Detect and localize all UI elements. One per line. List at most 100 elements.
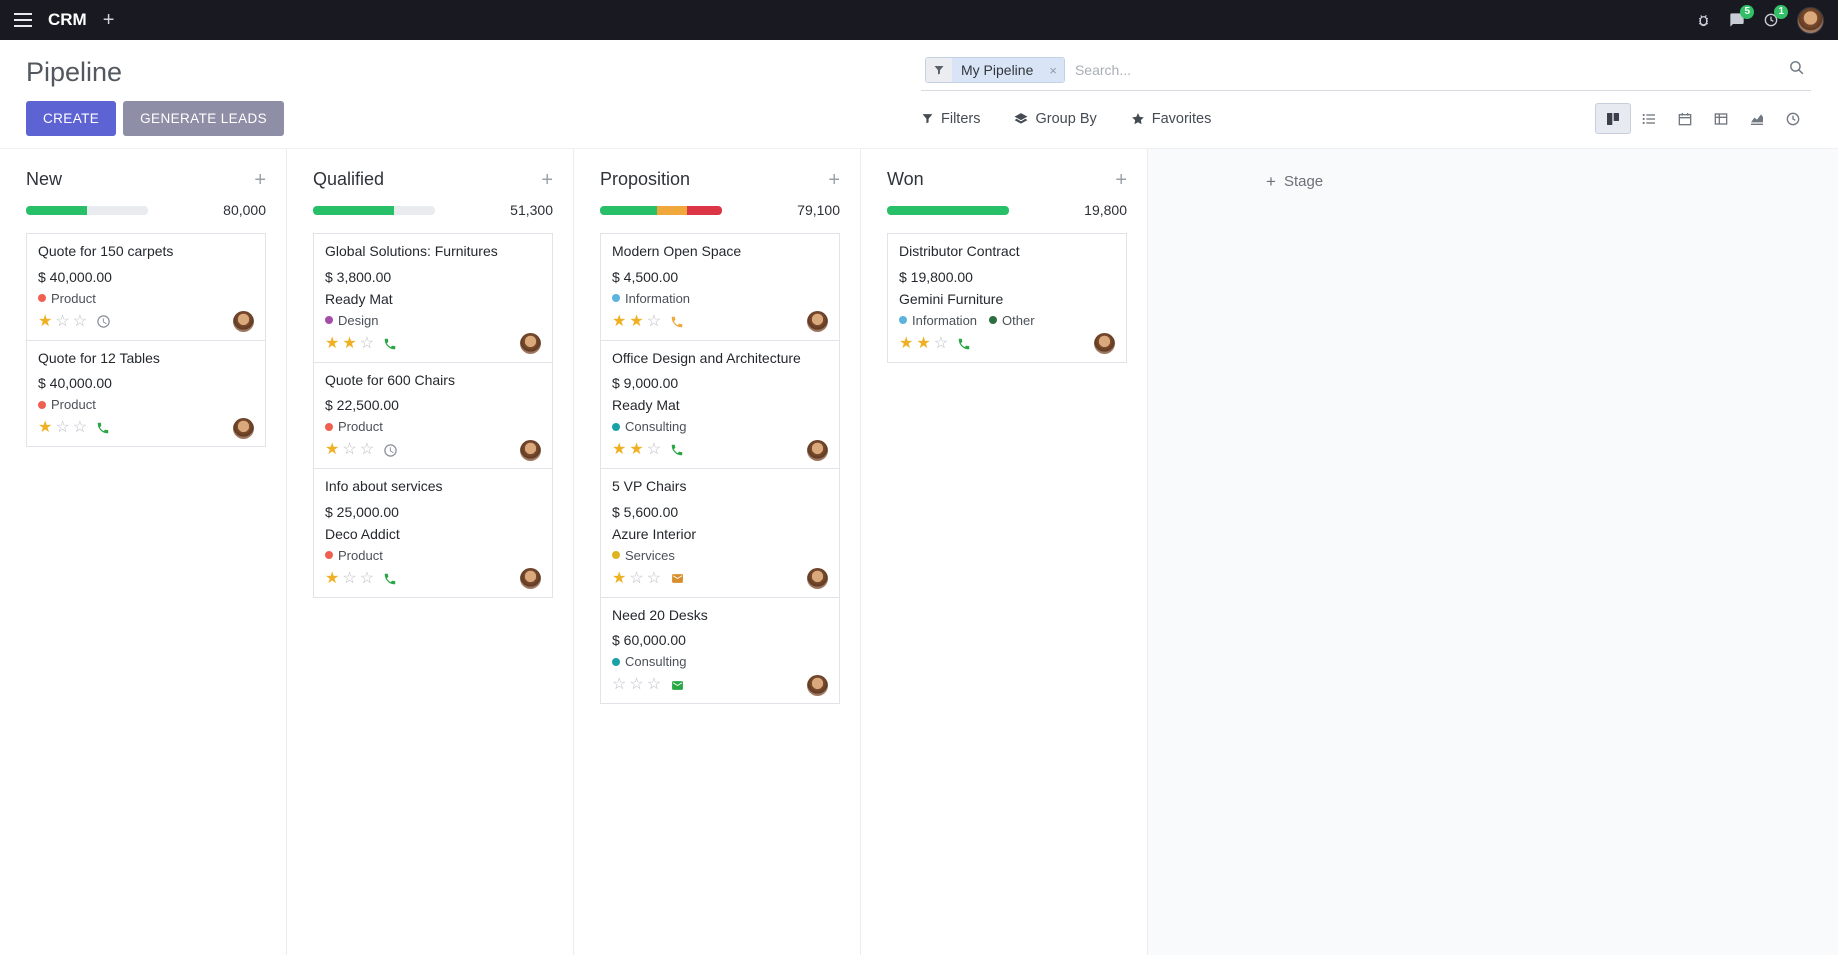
card-title[interactable]: Modern Open Space xyxy=(612,243,742,259)
priority-star-icon[interactable]: ★ xyxy=(325,334,340,352)
progress-segment[interactable] xyxy=(686,205,722,215)
salesperson-avatar[interactable] xyxy=(807,674,828,696)
list-view-button[interactable] xyxy=(1631,103,1667,134)
debug-bug-icon[interactable] xyxy=(1696,13,1711,28)
priority-star-icon[interactable]: ☆ xyxy=(55,312,70,330)
group-by-menu-button[interactable]: Group By xyxy=(1014,111,1097,127)
priority-star-icon[interactable]: ☆ xyxy=(342,441,357,458)
search-facet[interactable]: My Pipeline × xyxy=(925,57,1065,83)
kanban-card[interactable]: Info about services $ 25,000.00 Deco Add… xyxy=(313,468,553,598)
search-bar[interactable]: My Pipeline × xyxy=(921,54,1811,91)
generate-leads-button[interactable]: GENERATE LEADS xyxy=(123,101,285,136)
priority-star-icon[interactable]: ☆ xyxy=(646,569,662,587)
stage-name[interactable]: Proposition xyxy=(600,169,691,189)
priority-star-icon[interactable]: ☆ xyxy=(359,569,375,587)
add-stage-button[interactable]: + Stage xyxy=(1266,173,1323,190)
salesperson-avatar[interactable] xyxy=(1094,333,1115,354)
kanban-card[interactable]: Quote for 12 Tables $ 40,000.00 Product … xyxy=(26,339,266,447)
salesperson-avatar[interactable] xyxy=(520,568,541,589)
card-title[interactable]: Distributor Contract xyxy=(899,243,1020,259)
filters-menu-button[interactable]: Filters xyxy=(921,111,980,127)
stage-progressbar[interactable] xyxy=(313,205,435,215)
user-avatar[interactable] xyxy=(1797,6,1824,34)
priority-star-icon[interactable]: ☆ xyxy=(342,569,357,587)
salesperson-avatar[interactable] xyxy=(807,311,828,332)
stage-name[interactable]: Qualified xyxy=(313,169,385,189)
priority-star-icon[interactable]: ★ xyxy=(325,441,340,458)
priority-star-icon[interactable]: ☆ xyxy=(72,419,88,436)
kanban-card[interactable]: Modern Open Space $ 4,500.00 Information… xyxy=(600,233,840,341)
quick-create-icon[interactable]: + xyxy=(1115,168,1127,191)
graph-view-button[interactable] xyxy=(1739,103,1775,134)
clock-activity-icon[interactable] xyxy=(96,314,111,329)
app-name[interactable]: CRM xyxy=(48,10,87,29)
progress-segment[interactable] xyxy=(887,205,1009,215)
salesperson-avatar[interactable] xyxy=(520,439,541,461)
card-title[interactable]: Office Design and Architecture xyxy=(612,349,801,366)
priority-star-icon[interactable]: ★ xyxy=(916,334,931,352)
phone-activity-icon[interactable] xyxy=(670,315,684,329)
stage-progressbar[interactable] xyxy=(26,205,148,215)
stage-name[interactable]: New xyxy=(26,169,63,189)
search-input[interactable] xyxy=(1074,62,1773,78)
card-title[interactable]: Need 20 Desks xyxy=(612,606,708,623)
activities-clock-icon[interactable]: 1 xyxy=(1763,5,1788,28)
progress-segment[interactable] xyxy=(313,205,394,215)
priority-star-icon[interactable]: ★ xyxy=(899,334,914,352)
priority-star-icon[interactable]: ☆ xyxy=(629,569,644,587)
progress-segment[interactable] xyxy=(600,205,658,215)
quick-create-icon[interactable]: + xyxy=(541,168,553,191)
stage-name[interactable]: Won xyxy=(887,169,924,189)
create-button[interactable]: CREATE xyxy=(26,101,117,136)
facet-remove-icon[interactable]: × xyxy=(1042,58,1064,82)
priority-star-icon[interactable]: ★ xyxy=(629,312,644,330)
calendar-view-button[interactable] xyxy=(1667,103,1703,134)
messages-icon[interactable]: 5 xyxy=(1729,5,1754,28)
quick-create-icon[interactable]: + xyxy=(828,168,840,191)
card-title[interactable]: Info about services xyxy=(325,478,443,494)
priority-star-icon[interactable]: ★ xyxy=(38,312,53,330)
priority-star-icon[interactable]: ☆ xyxy=(55,419,70,436)
kanban-card[interactable]: Distributor Contract $ 19,800.00 Gemini … xyxy=(887,233,1127,363)
priority-star-icon[interactable]: ☆ xyxy=(72,312,88,330)
card-title[interactable]: Global Solutions: Furnitures xyxy=(325,243,498,259)
priority-star-icon[interactable]: ★ xyxy=(612,441,627,458)
priority-star-icon[interactable]: ☆ xyxy=(933,334,949,352)
add-tab-icon[interactable]: + xyxy=(102,9,115,31)
quick-create-icon[interactable]: + xyxy=(254,168,266,191)
priority-star-icon[interactable]: ★ xyxy=(325,569,340,587)
card-title[interactable]: Quote for 12 Tables xyxy=(38,349,160,366)
priority-star-icon[interactable]: ★ xyxy=(629,441,644,458)
salesperson-avatar[interactable] xyxy=(233,311,254,332)
kanban-card[interactable]: Global Solutions: Furnitures $ 3,800.00 … xyxy=(313,233,553,363)
salesperson-avatar[interactable] xyxy=(807,439,828,461)
kanban-card[interactable]: Quote for 600 Chairs $ 22,500.00 Product… xyxy=(313,361,553,469)
salesperson-avatar[interactable] xyxy=(520,333,541,354)
kanban-card[interactable]: Quote for 150 carpets $ 40,000.00 Produc… xyxy=(26,233,266,341)
progress-segment[interactable] xyxy=(657,205,687,215)
priority-star-icon[interactable]: ★ xyxy=(38,419,53,436)
priority-star-icon[interactable]: ☆ xyxy=(646,441,662,458)
envelope-activity-icon[interactable] xyxy=(670,679,685,692)
phone-activity-icon[interactable] xyxy=(383,337,397,351)
priority-star-icon[interactable]: ☆ xyxy=(629,676,644,693)
progress-segment[interactable] xyxy=(26,205,87,215)
phone-activity-icon[interactable] xyxy=(383,572,397,586)
priority-star-icon[interactable]: ☆ xyxy=(646,676,662,693)
card-title[interactable]: Quote for 600 Chairs xyxy=(325,371,455,388)
clock-activity-icon[interactable] xyxy=(383,443,398,458)
envelope-activity-icon[interactable] xyxy=(670,572,685,585)
priority-star-icon[interactable]: ★ xyxy=(612,569,627,587)
stage-progressbar[interactable] xyxy=(600,205,722,215)
kanban-view-button[interactable] xyxy=(1595,103,1631,134)
priority-star-icon[interactable]: ☆ xyxy=(359,441,375,458)
phone-activity-icon[interactable] xyxy=(96,421,110,435)
favorites-menu-button[interactable]: Favorites xyxy=(1131,111,1211,127)
salesperson-avatar[interactable] xyxy=(807,568,828,589)
kanban-card[interactable]: Need 20 Desks $ 60,000.00 Consulting ☆ ☆ ☆ xyxy=(600,596,840,704)
stage-progressbar[interactable] xyxy=(887,205,1009,215)
search-icon[interactable] xyxy=(1788,59,1805,76)
priority-star-icon[interactable]: ☆ xyxy=(359,334,375,352)
pivot-view-button[interactable] xyxy=(1703,103,1739,134)
priority-star-icon[interactable]: ★ xyxy=(342,334,357,352)
